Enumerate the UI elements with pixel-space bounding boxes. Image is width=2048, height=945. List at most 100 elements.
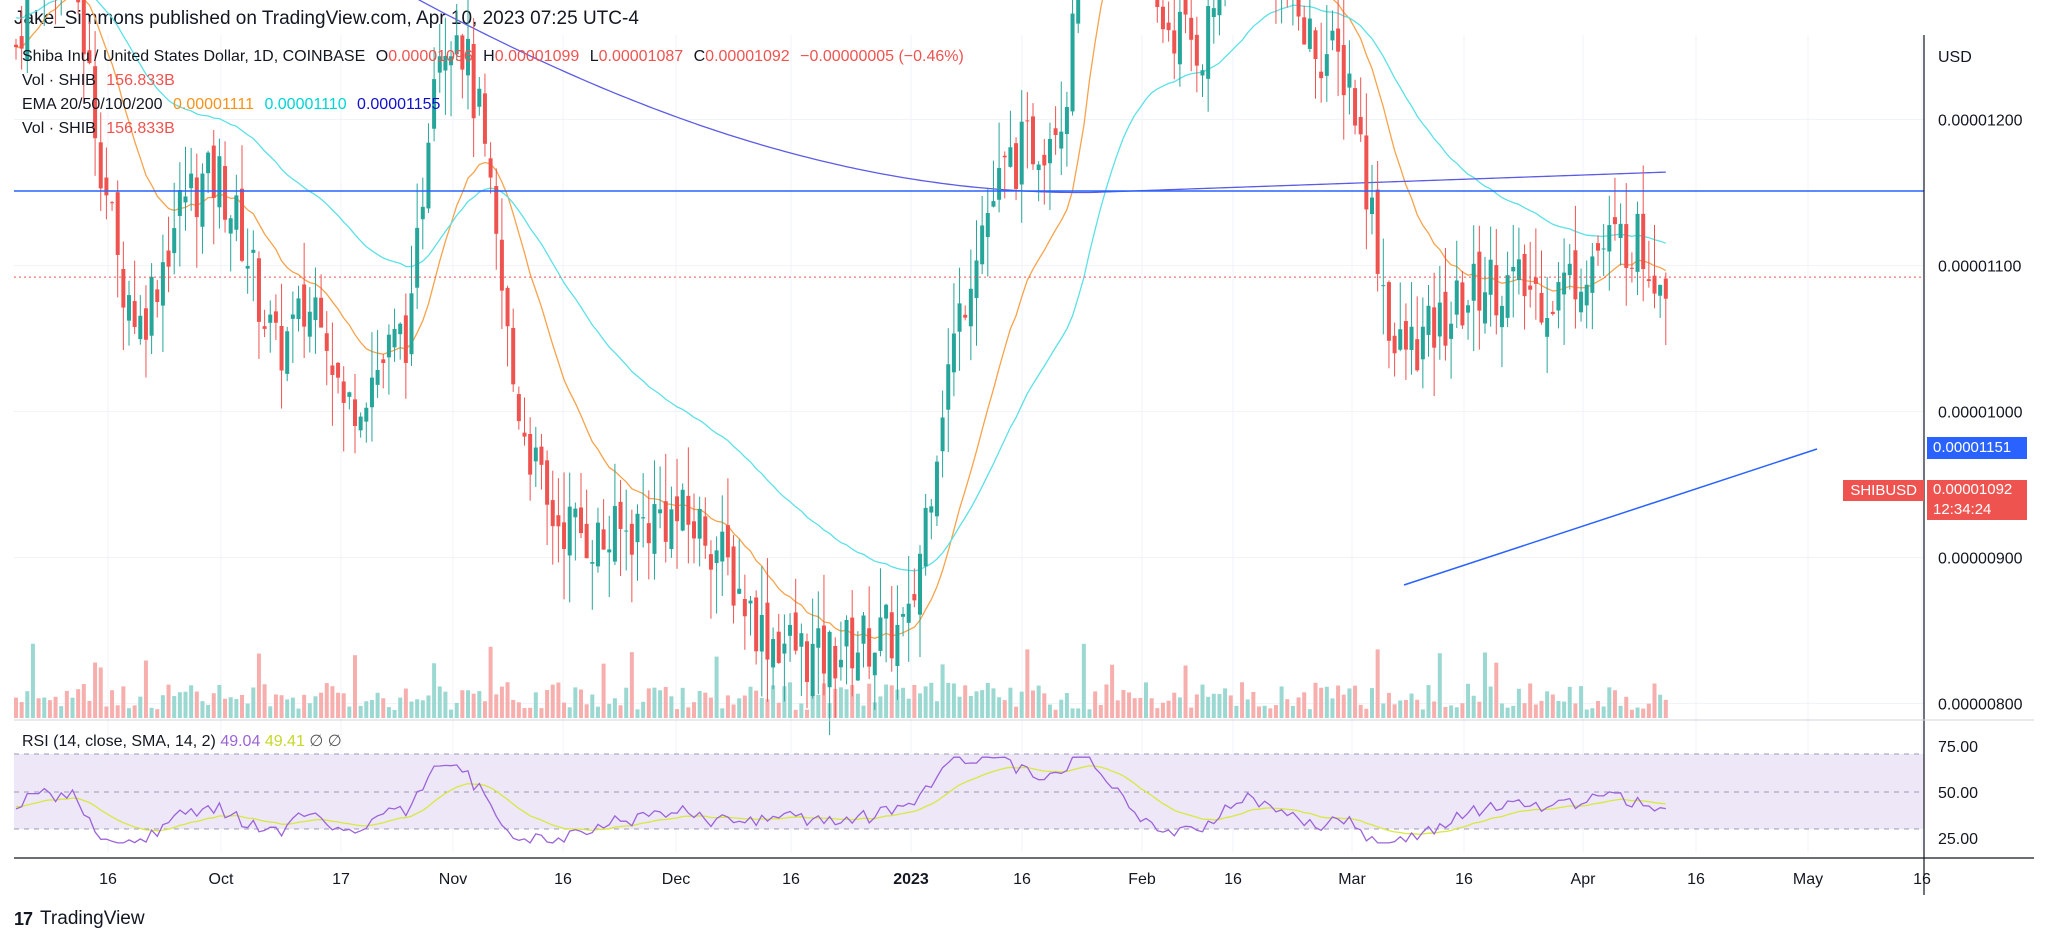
candle-body xyxy=(934,461,939,517)
candle-body xyxy=(539,446,544,465)
volume-bar xyxy=(838,687,843,718)
high-value: 0.00001099 xyxy=(494,48,580,65)
candle-body xyxy=(782,643,787,654)
volume-bar xyxy=(946,682,951,718)
volume-bar xyxy=(731,704,736,718)
volume-bar xyxy=(1347,688,1352,718)
volume-bar xyxy=(194,691,199,718)
candle-body xyxy=(1596,243,1600,251)
ema-legend[interactable]: EMA 20/50/100/200 0.00001111 0.00001110 … xyxy=(22,96,446,114)
volume-bar xyxy=(844,689,849,718)
candle-body xyxy=(889,612,894,659)
volume-bar xyxy=(1042,693,1047,718)
candle-body xyxy=(443,55,448,71)
volume-bar xyxy=(1358,704,1363,718)
candle-body xyxy=(1319,71,1324,79)
candle-body xyxy=(477,88,482,107)
volume-bar xyxy=(36,698,41,718)
candle-body xyxy=(725,525,730,558)
candle-body xyxy=(1160,6,1165,30)
volume-bar xyxy=(957,696,962,718)
candle-body xyxy=(997,167,1002,200)
time-tick-label: 16 xyxy=(99,871,117,888)
candle-body xyxy=(1415,339,1420,371)
volume-bar xyxy=(466,690,470,718)
volume-bar xyxy=(1420,709,1425,718)
volume-bar xyxy=(375,692,380,718)
volume-bar xyxy=(1454,707,1459,718)
rsi-legend[interactable]: RSI (14, close, SMA, 14, 2) 49.04 49.41 … xyxy=(22,731,342,751)
candle-body xyxy=(290,314,295,319)
candle-body xyxy=(1381,285,1386,287)
volume-bar xyxy=(1144,682,1148,718)
volume-bar xyxy=(1025,649,1030,718)
candle-body xyxy=(816,628,821,648)
candle-body xyxy=(731,546,736,606)
volume-legend-2[interactable]: Vol · SHIB 156.833B xyxy=(22,120,181,138)
candle-body xyxy=(25,0,30,62)
candle-body xyxy=(1556,282,1561,311)
volume-legend[interactable]: Vol · SHIB 156.833B xyxy=(22,72,181,90)
volume-bar xyxy=(703,692,708,718)
time-tick-label: 16 xyxy=(1687,871,1705,888)
volume-bar xyxy=(528,707,533,718)
volume-bar xyxy=(821,683,826,718)
volume-bar xyxy=(550,684,555,718)
volume-bar xyxy=(1437,653,1442,718)
candles xyxy=(14,0,1668,736)
candle-body xyxy=(991,201,996,207)
footer[interactable]: 17 TradingView xyxy=(14,908,145,930)
candle-body xyxy=(1059,131,1064,149)
volume-bar xyxy=(324,683,329,718)
volume-bar xyxy=(895,689,900,718)
volume-bar xyxy=(584,704,589,718)
candle-body xyxy=(895,624,900,666)
candle-body xyxy=(341,381,346,403)
candle-body xyxy=(872,652,877,676)
ema-value-2: 0.00001110 xyxy=(264,96,347,113)
candle-body xyxy=(680,489,685,531)
volume-bar xyxy=(1155,708,1160,718)
volume-bar xyxy=(1172,692,1177,718)
candle-body xyxy=(403,315,408,363)
candle-body xyxy=(624,530,629,532)
time-tick-label: Nov xyxy=(439,871,467,888)
volume-bar xyxy=(850,685,855,718)
volume-bar xyxy=(810,691,815,718)
candle-body xyxy=(1370,197,1374,214)
volume-bar xyxy=(1211,693,1216,718)
volume-bar xyxy=(1494,662,1499,718)
volume-bar xyxy=(285,699,290,718)
volume-value: 156.833B xyxy=(106,72,175,89)
volume-bar xyxy=(912,684,917,718)
candle-body xyxy=(833,645,838,679)
volume-bar xyxy=(658,690,663,718)
ema-label: EMA 20/50/100/200 xyxy=(22,96,163,113)
volume-value-2: 156.833B xyxy=(106,120,175,137)
volume-bar xyxy=(991,688,996,718)
volume-bar xyxy=(1228,695,1233,718)
volume-bar xyxy=(364,701,369,718)
candle-body xyxy=(1432,307,1437,348)
volume-bar xyxy=(47,700,52,718)
volume-bar xyxy=(1556,701,1561,718)
time-tick-label: Apr xyxy=(1571,871,1597,888)
volume-bar xyxy=(1392,704,1397,718)
candle-body xyxy=(1471,263,1476,301)
volume-bar xyxy=(635,709,640,718)
volume-bar xyxy=(567,707,572,718)
candle-body xyxy=(646,523,651,544)
volume-bar xyxy=(1579,686,1584,718)
candle-body xyxy=(1031,116,1035,165)
candle-body xyxy=(1375,189,1380,274)
time-tick-label: Oct xyxy=(209,871,234,888)
candle-body xyxy=(426,142,431,209)
candle-body xyxy=(398,323,403,335)
candle-body xyxy=(1364,135,1369,210)
volume-bar xyxy=(268,706,273,718)
candle-body xyxy=(1641,213,1646,270)
candle-body xyxy=(1494,265,1499,316)
candle-body xyxy=(251,249,256,253)
candle-body xyxy=(285,331,290,374)
